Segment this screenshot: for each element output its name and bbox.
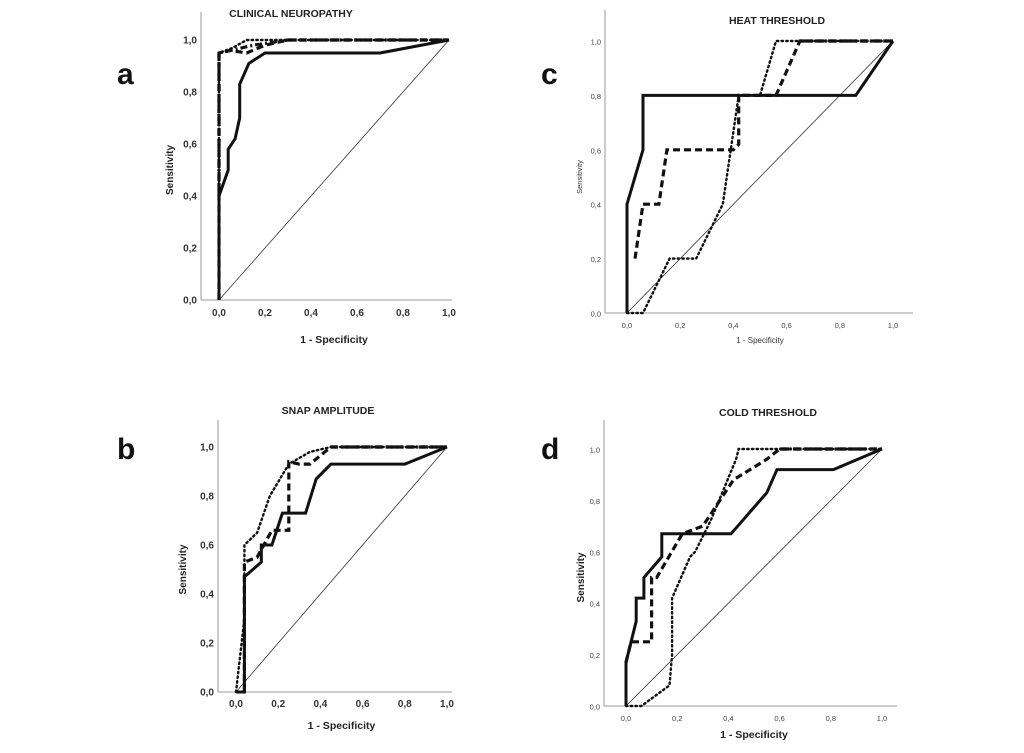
reference-line <box>625 448 883 707</box>
x-tick-label: 0,2 <box>258 308 272 319</box>
chart-title: COLD THRESHOLD <box>719 407 817 419</box>
y-tick-label: 0,2 <box>591 255 601 264</box>
panel-letter: b <box>117 433 135 466</box>
x-tick-label: 0,8 <box>398 699 412 710</box>
y-axis-label: Sensitivity <box>575 160 584 194</box>
roc-curve-dot <box>624 447 884 708</box>
x-tick-label: 0,6 <box>350 308 364 319</box>
y-tick-label: 0,6 <box>200 541 214 552</box>
y-tick-label: 1,0 <box>200 443 214 454</box>
y-tick-label: 0,4 <box>200 590 214 601</box>
y-tick-label: 0,4 <box>590 600 600 609</box>
x-tick-label: 0,2 <box>675 321 685 330</box>
roc-curve-dash <box>624 447 882 663</box>
y-axis-label: Sensitivity <box>178 544 189 594</box>
panel-letter: a <box>117 58 134 91</box>
x-tick-label: 0,6 <box>356 699 370 710</box>
roc-curve-solid <box>624 447 883 706</box>
roc-curve-dash-dot <box>217 38 449 196</box>
roc-curve-solid <box>625 40 895 313</box>
y-axis-label: Sensitivity <box>576 552 587 602</box>
y-tick-label: 0,2 <box>590 651 600 660</box>
roc-curve-solid <box>217 38 450 300</box>
reference-line <box>626 40 894 314</box>
roc-panel-a: a CLINICAL NEUROPATHY 0,0 0,2 0,4 0,6 0,8 1,0 0,… <box>117 8 456 346</box>
y-tick-label: 0,0 <box>200 688 214 699</box>
roc-curve-dot <box>234 445 449 694</box>
y-tick-label: 0,2 <box>183 244 197 255</box>
x-tick-label: 0,4 <box>304 308 318 319</box>
roc-panel-c: c HEAT THRESHOLD 0,0 0,2 0,4 0,6 0,8 1,0 0,0 0,2 0… <box>541 10 913 345</box>
x-tick-label: 0,8 <box>826 714 836 723</box>
panel-letter: d <box>541 433 559 466</box>
y-tick-label: 0,4 <box>183 192 197 203</box>
x-tick-label: 0,0 <box>212 308 226 319</box>
y-tick-label: 0,2 <box>200 639 214 650</box>
y-tick-label: 0,0 <box>590 703 600 712</box>
roc-curve-dash <box>633 39 893 259</box>
x-tick-label: 0,0 <box>229 699 243 710</box>
roc-curve-dash <box>242 445 447 692</box>
x-tick-label: 0,4 <box>313 699 327 710</box>
x-tick-label: 1,0 <box>440 699 454 710</box>
x-tick-label: 0,8 <box>396 308 410 319</box>
x-tick-label: 0,0 <box>622 321 632 330</box>
y-tick-label: 0,0 <box>183 296 197 307</box>
panel-letter: c <box>541 58 558 91</box>
x-tick-label: 0,4 <box>723 714 733 723</box>
chart-title: SNAP AMPLITUDE <box>282 405 375 417</box>
roc-panel-b: b SNAP AMPLITUDE 0,0 0,2 0,4 0,6 0,8 1,0 0,0 0,2 0… <box>117 405 454 732</box>
x-axis-label: 1 - Specificity <box>720 729 788 741</box>
y-tick-label: 0,4 <box>591 201 601 210</box>
x-tick-label: 0,6 <box>781 321 791 330</box>
chart-title: CLINICAL NEUROPATHY <box>229 8 353 20</box>
y-tick-label: 0,8 <box>183 88 197 99</box>
y-tick-label: 1,0 <box>590 446 600 455</box>
y-tick-label: 1,0 <box>591 38 601 47</box>
x-tick-label: 1,0 <box>877 714 887 723</box>
x-axis-label: 1 - Specificity <box>736 336 784 345</box>
x-axis-label: 1 - Specificity <box>300 334 368 346</box>
y-tick-label: 0,6 <box>591 146 601 155</box>
reference-line <box>235 446 448 693</box>
x-tick-label: 0,2 <box>672 714 682 723</box>
x-tick-label: 1,0 <box>442 308 456 319</box>
x-tick-label: 0,2 <box>271 699 285 710</box>
reference-line <box>218 39 450 301</box>
roc-curve-dot <box>625 39 895 315</box>
y-tick-label: 0,8 <box>590 497 600 506</box>
x-tick-label: 0,6 <box>774 714 784 723</box>
roc-curve-dot <box>217 38 451 198</box>
y-tick-label: 0,0 <box>591 310 601 319</box>
x-tick-label: 0,4 <box>728 321 738 330</box>
x-tick-label: 0,0 <box>621 714 631 723</box>
y-axis-label: Sensitivity <box>165 145 176 195</box>
x-tick-label: 1,0 <box>888 321 898 330</box>
x-tick-label: 0,8 <box>835 321 845 330</box>
y-tick-label: 1,0 <box>183 36 197 47</box>
roc-panel-d: d COLD THRESHOLD 0,0 0,2 0,4 0,6 0,8 1,0 0,0 0,2 0… <box>541 407 897 741</box>
y-tick-label: 0,6 <box>183 140 197 151</box>
x-axis-label: 1 - Specificity <box>308 720 376 732</box>
chart-title: HEAT THRESHOLD <box>729 15 825 27</box>
y-tick-label: 0,8 <box>200 492 214 503</box>
y-tick-label: 0,8 <box>591 92 601 101</box>
y-tick-label: 0,6 <box>590 548 600 557</box>
